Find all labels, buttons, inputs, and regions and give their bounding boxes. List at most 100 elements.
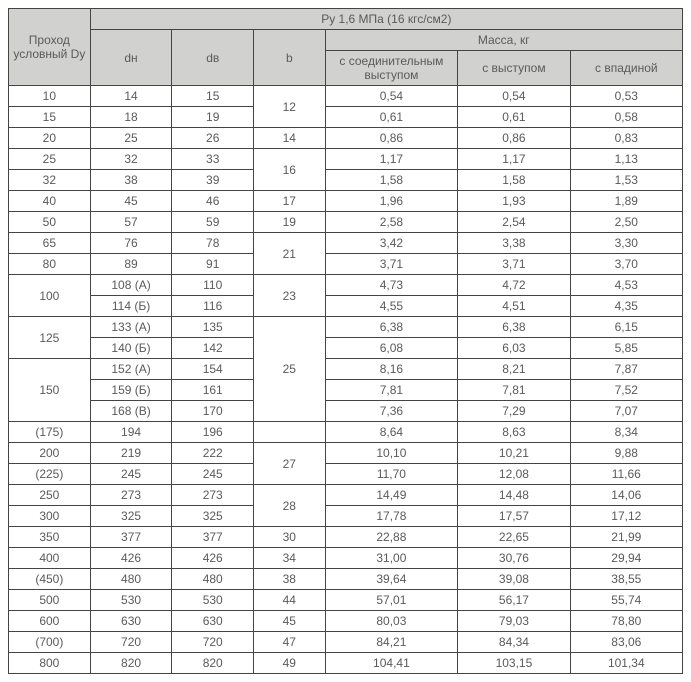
- cell-dn: 630: [90, 611, 172, 632]
- cell-m3: 7,07: [570, 401, 682, 422]
- cell-dn: 325: [90, 506, 172, 527]
- cell-m2: 3,71: [458, 254, 570, 275]
- cell-m2: 0,86: [458, 128, 570, 149]
- cell-dv: 630: [172, 611, 254, 632]
- cell-m3: 1,89: [570, 191, 682, 212]
- cell-dn: 45: [90, 191, 172, 212]
- table-row: 5005305304457,0156,1755,74: [9, 590, 683, 611]
- cell-m1: 84,21: [325, 632, 458, 653]
- cell-m3: 38,55: [570, 569, 682, 590]
- table-row: 100108 (А)110234,734,724,53: [9, 275, 683, 296]
- cell-m1: 3,71: [325, 254, 458, 275]
- cell-b: 19: [254, 212, 325, 233]
- table-row: 253233161,171,171,13: [9, 149, 683, 170]
- cell-dn: 273: [90, 485, 172, 506]
- table-row: 140 (Б)1426,086,035,85: [9, 338, 683, 359]
- cell-m2: 0,54: [458, 86, 570, 107]
- cell-m2: 4,72: [458, 275, 570, 296]
- cell-dn: 480: [90, 569, 172, 590]
- cell-dv: 426: [172, 548, 254, 569]
- table-row: 125133 (А)135256,386,386,15: [9, 317, 683, 338]
- cell-dy: 10: [9, 86, 91, 107]
- cell-dy: 32: [9, 170, 91, 191]
- cell-dv: 46: [172, 191, 254, 212]
- cell-dn: 114 (Б): [90, 296, 172, 317]
- cell-dn: 820: [90, 653, 172, 674]
- cell-dn: 159 (Б): [90, 380, 172, 401]
- cell-m1: 6,08: [325, 338, 458, 359]
- cell-dv: 170: [172, 401, 254, 422]
- cell-m2: 2,54: [458, 212, 570, 233]
- cell-dy: 40: [9, 191, 91, 212]
- cell-m2: 1,17: [458, 149, 570, 170]
- cell-m3: 0,58: [570, 107, 682, 128]
- cell-b: 16: [254, 149, 325, 191]
- table-row: 2502732732814,4914,4814,06: [9, 485, 683, 506]
- cell-dy: 300: [9, 506, 91, 527]
- cell-m1: 14,49: [325, 485, 458, 506]
- cell-m1: 1,96: [325, 191, 458, 212]
- cell-dv: 110: [172, 275, 254, 296]
- cell-m3: 11,66: [570, 464, 682, 485]
- cell-dv: 19: [172, 107, 254, 128]
- cell-dy: (175): [9, 422, 91, 443]
- cell-dn: 76: [90, 233, 172, 254]
- cell-dn: 219: [90, 443, 172, 464]
- col-header-mass2: с выступом: [458, 51, 570, 86]
- cell-m2: 17,57: [458, 506, 570, 527]
- cell-dy: 800: [9, 653, 91, 674]
- cell-dn: 140 (Б): [90, 338, 172, 359]
- cell-b: 12: [254, 86, 325, 128]
- cell-m1: 22,88: [325, 527, 458, 548]
- cell-m1: 3,42: [325, 233, 458, 254]
- table-row: 80082082049104,41103,15101,34: [9, 653, 683, 674]
- col-header-dn: dн: [90, 30, 172, 86]
- cell-dy: (225): [9, 464, 91, 485]
- cell-m1: 8,64: [325, 422, 458, 443]
- cell-m3: 7,52: [570, 380, 682, 401]
- cell-m2: 1,58: [458, 170, 570, 191]
- cell-dy: 350: [9, 527, 91, 548]
- cell-m3: 3,30: [570, 233, 682, 254]
- cell-dy: 600: [9, 611, 91, 632]
- table-row: 657678213,423,383,30: [9, 233, 683, 254]
- cell-dy: (450): [9, 569, 91, 590]
- cell-m1: 39,64: [325, 569, 458, 590]
- cell-dy: 150: [9, 359, 91, 422]
- cell-b: 21: [254, 233, 325, 275]
- cell-b: 44: [254, 590, 325, 611]
- cell-dy: 65: [9, 233, 91, 254]
- cell-m2: 84,34: [458, 632, 570, 653]
- table-row: 404546171,961,931,89: [9, 191, 683, 212]
- cell-b: 30: [254, 527, 325, 548]
- cell-m1: 0,61: [325, 107, 458, 128]
- cell-dv: 196: [172, 422, 254, 443]
- table-row: 202526140,860,860,83: [9, 128, 683, 149]
- header-row-2: dн dв b Масса, кг: [9, 30, 683, 51]
- cell-b: 14: [254, 128, 325, 149]
- table-row: 114 (Б)1164,554,514,35: [9, 296, 683, 317]
- cell-dy: 250: [9, 485, 91, 506]
- col-header-dy: Проход условный Dу: [9, 9, 91, 86]
- cell-b: 28: [254, 485, 325, 527]
- cell-dv: 273: [172, 485, 254, 506]
- cell-m1: 10,10: [325, 443, 458, 464]
- cell-b: 38: [254, 569, 325, 590]
- cell-m1: 17,78: [325, 506, 458, 527]
- cell-dn: 108 (А): [90, 275, 172, 296]
- cell-b: 23: [254, 275, 325, 317]
- cell-m3: 0,53: [570, 86, 682, 107]
- table-row: (225)24524511,7012,0811,66: [9, 464, 683, 485]
- cell-dn: 14: [90, 86, 172, 107]
- cell-dv: 480: [172, 569, 254, 590]
- cell-m1: 57,01: [325, 590, 458, 611]
- cell-dv: 222: [172, 443, 254, 464]
- cell-dn: 426: [90, 548, 172, 569]
- cell-m1: 0,86: [325, 128, 458, 149]
- cell-dy: 100: [9, 275, 91, 317]
- cell-dn: 245: [90, 464, 172, 485]
- table-row: 1518190,610,610,58: [9, 107, 683, 128]
- cell-m3: 2,50: [570, 212, 682, 233]
- cell-dv: 15: [172, 86, 254, 107]
- cell-m1: 1,58: [325, 170, 458, 191]
